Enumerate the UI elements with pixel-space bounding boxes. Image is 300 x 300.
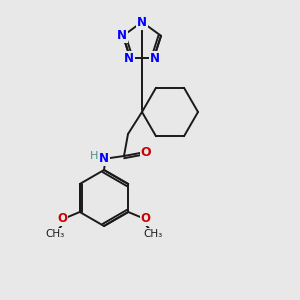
- Text: CH₃: CH₃: [144, 229, 163, 239]
- Text: N: N: [150, 52, 160, 65]
- Text: N: N: [124, 52, 134, 65]
- Text: O: O: [141, 146, 151, 158]
- Text: N: N: [117, 29, 127, 42]
- Text: N: N: [137, 16, 147, 29]
- Text: H: H: [90, 151, 98, 161]
- Text: O: O: [58, 212, 68, 226]
- Text: CH₃: CH₃: [45, 229, 64, 239]
- Text: O: O: [140, 212, 150, 226]
- Text: N: N: [99, 152, 109, 166]
